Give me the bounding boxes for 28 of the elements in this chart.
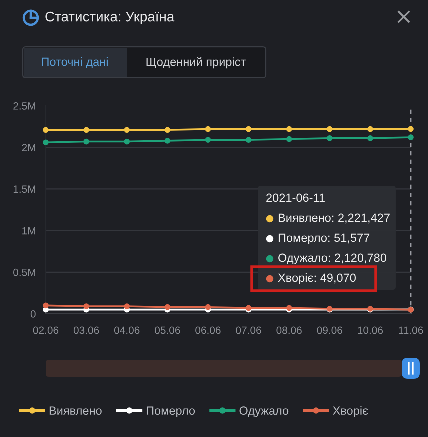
annotation: Виявлено: 2,221,427 (278, 214, 390, 224)
x-tick-label: 06.06 (196, 326, 221, 334)
legend-label: Одужало (240, 406, 289, 418)
annotation: Одужало: 2,120,780 (278, 254, 387, 264)
x-tick-label: 04.06 (114, 326, 140, 334)
legend-label: Померло (147, 406, 196, 418)
x-tick-label: 05.06 (155, 326, 180, 334)
legend-label: Виявлено (50, 406, 102, 416)
x-tick-label: 08.06 (276, 326, 302, 334)
chart-title: Статистика: Україна (46, 12, 175, 24)
y-tick-label: 0.5M (14, 268, 36, 276)
annotation: Хворіє: 49,070 (278, 273, 356, 284)
text: Щоденний приріст (146, 57, 246, 69)
text: Поточні дані (42, 58, 108, 68)
annotation: Померло: 51,577 (278, 234, 370, 244)
x-tick-label: 02.06 (33, 326, 59, 334)
x-tick-label: 03.06 (74, 326, 100, 334)
y-tick-label: 1M (22, 227, 36, 235)
y-tick-label: 1.5M (14, 186, 36, 194)
x-tick-label: 07.06 (236, 326, 262, 334)
y-tick-label: 0 (30, 310, 36, 318)
legend-label: Хворіє (333, 406, 368, 418)
annotation: 2021-06-11 (266, 194, 325, 202)
y-tick-label: 2M (22, 144, 36, 152)
x-tick-label: 09.06 (317, 326, 342, 334)
y-tick-label: 2.5M (14, 102, 36, 110)
x-tick-label: 11.06 (399, 326, 424, 334)
x-tick-label: 10.06 (358, 326, 384, 334)
